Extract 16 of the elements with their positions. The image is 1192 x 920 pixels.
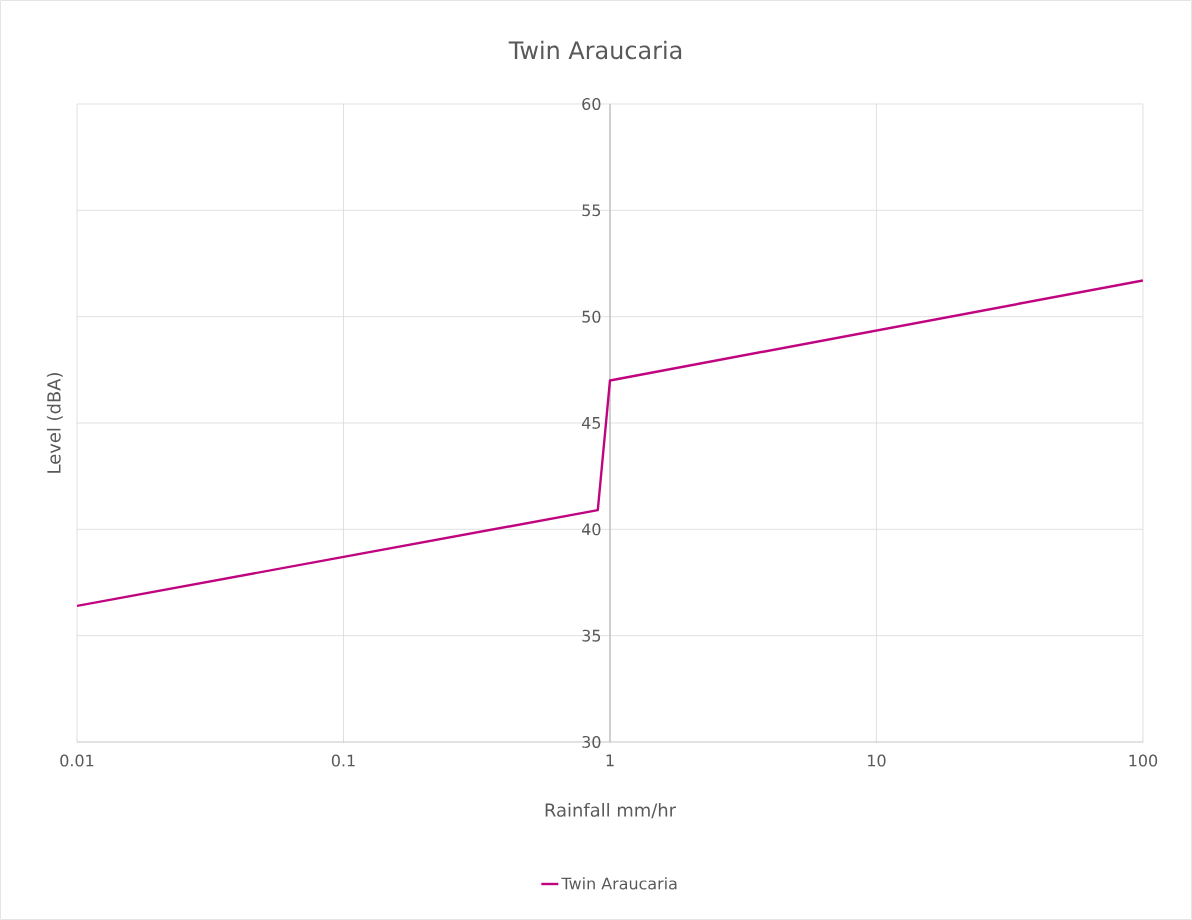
x-tick-label: 0.1 <box>331 754 355 767</box>
y-tick-label: 30 <box>582 735 601 749</box>
y-tick-label: 45 <box>581 417 601 429</box>
x-tick-label: 1 <box>606 754 614 767</box>
y-tick-label: 35 <box>582 629 601 642</box>
x-tick-label: 10 <box>868 754 886 767</box>
y-axis-title: Level (dBA) <box>46 373 63 473</box>
legend-label: Twin Araucaria <box>561 877 677 890</box>
x-tick-label: 100 <box>1129 754 1158 767</box>
x-axis-title: Rainfall mm/hr <box>545 802 677 819</box>
y-tick-label: 55 <box>582 204 601 217</box>
y-tick-label: 50 <box>582 310 601 323</box>
y-tick-label: 60 <box>582 97 601 111</box>
chart-title: Twin Araucaria <box>508 40 682 60</box>
x-tick-label: 0.01 <box>60 754 94 767</box>
y-tick-label: 40 <box>581 523 601 536</box>
